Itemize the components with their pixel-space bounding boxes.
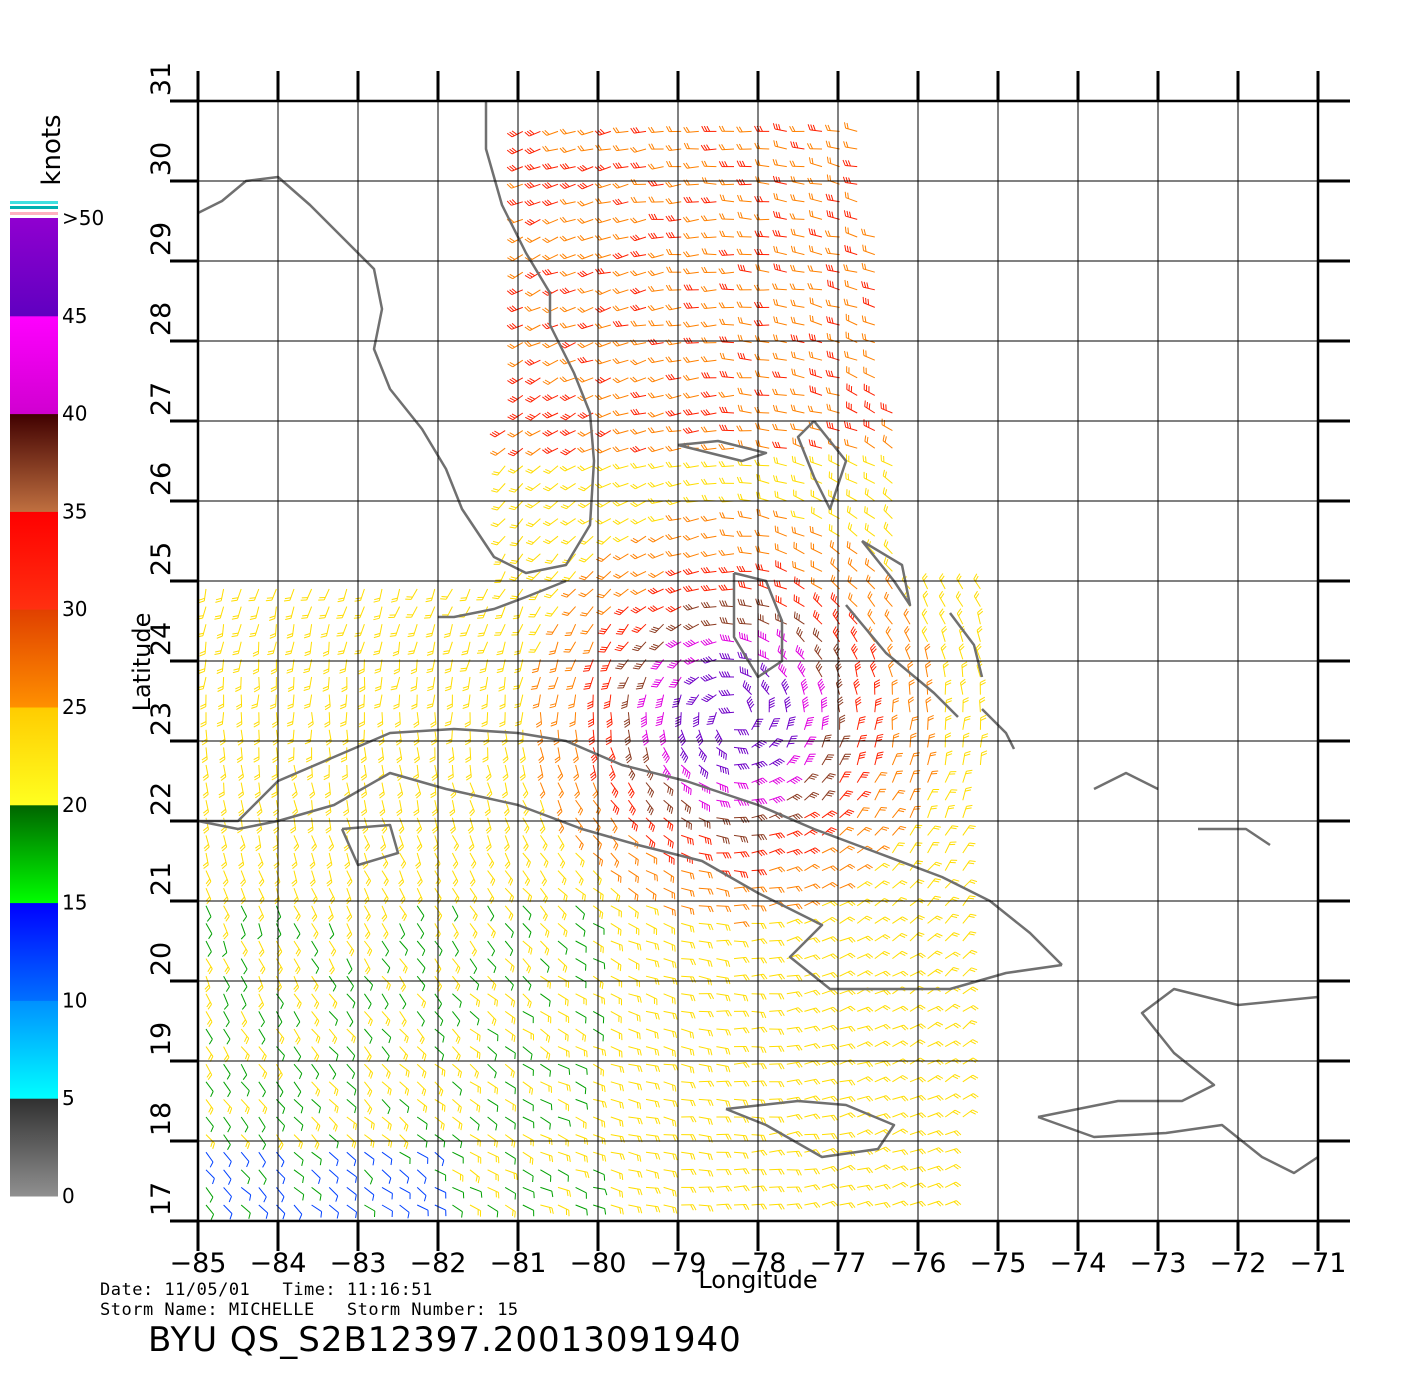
lat-tick-label: 24 xyxy=(146,622,177,656)
legend-tick-label: 5 xyxy=(62,1086,75,1110)
lon-tick-label: −73 xyxy=(1130,1248,1187,1279)
lon-tick-label: −80 xyxy=(570,1248,627,1279)
lon-tick-label: −76 xyxy=(890,1248,947,1279)
lon-tick-label: −77 xyxy=(810,1248,867,1279)
wind-barb-swath xyxy=(196,122,989,1221)
legend-swatch xyxy=(10,315,58,415)
lat-tick-label: 29 xyxy=(146,222,177,256)
legend-tick-label: 25 xyxy=(62,695,87,719)
legend-swatch xyxy=(10,609,58,708)
x-axis-label: Longitude xyxy=(698,1266,817,1294)
coastline-layer xyxy=(197,101,1319,1175)
y-axis-label: Latitude xyxy=(128,613,156,712)
legend-tick-label: 15 xyxy=(62,891,87,915)
wind-speed-legend: 0 5 10 15 20 25 30 35 40 45 >50 knots xyxy=(10,114,104,1208)
lat-tick-label: 28 xyxy=(146,302,177,336)
legend-tick-label: 35 xyxy=(62,499,87,523)
legend-tick-label: 30 xyxy=(62,597,87,621)
lat-tick-label: 31 xyxy=(146,62,177,96)
legend-tick-label: 10 xyxy=(62,988,87,1012)
lat-tick-label: 17 xyxy=(146,1182,177,1216)
legend-swatch xyxy=(10,511,58,610)
lat-tick-label: 27 xyxy=(146,382,177,416)
lon-tick-label: −74 xyxy=(1050,1248,1107,1279)
lat-tick-label: 21 xyxy=(146,862,177,896)
legend-tick-label: >50 xyxy=(62,206,104,230)
lon-tick-label: −81 xyxy=(490,1248,547,1279)
legend-tick-label: 20 xyxy=(62,793,87,817)
lat-lon-grid xyxy=(170,71,1350,1251)
lat-tick-label: 18 xyxy=(146,1102,177,1136)
lat-tick-label: 26 xyxy=(146,462,177,496)
legend-tick-label: 45 xyxy=(62,304,87,328)
lat-tick-label: 19 xyxy=(146,1022,177,1056)
storm-info-line: Storm Name: MICHELLE Storm Number: 15 xyxy=(100,1300,519,1320)
lon-tick-label: −85 xyxy=(170,1248,227,1279)
lon-tick-label: −78 xyxy=(730,1248,787,1279)
lon-tick-label: −83 xyxy=(330,1248,387,1279)
legend-swatch xyxy=(10,413,58,512)
legend-tick-label: 40 xyxy=(62,402,87,426)
lat-tick-label: 22 xyxy=(146,782,177,816)
legend-swatch xyxy=(10,902,58,1001)
lat-tick-label: 20 xyxy=(146,942,177,976)
date-time-line: Date: 11/05/01 Time: 11:16:51 xyxy=(100,1280,433,1300)
lon-tick-label: −72 xyxy=(1210,1248,1267,1279)
lon-tick-label: −75 xyxy=(970,1248,1027,1279)
axis-tick-labels: −85 −84 −83 −82 −81 −80 −79 −78 −77 −76 −75 −74 −73−… xyxy=(146,62,1346,1279)
lon-tick-label: −71 xyxy=(1290,1248,1347,1279)
product-id: BYU QS_S2B12397.20013091940 xyxy=(148,1320,742,1360)
lon-tick-label: −82 xyxy=(410,1248,467,1279)
lat-tick-label: 25 xyxy=(146,542,177,576)
legend-tick-label: 0 xyxy=(62,1184,75,1208)
legend-swatch xyxy=(10,804,58,904)
lat-tick-label: 30 xyxy=(146,142,177,176)
lat-tick-label: 23 xyxy=(146,702,177,736)
legend-unit-label: knots xyxy=(37,114,67,185)
legend-swatch xyxy=(10,1000,58,1099)
lon-tick-label: −84 xyxy=(250,1248,307,1279)
legend-swatch xyxy=(10,707,58,806)
legend-swatch xyxy=(10,1098,58,1197)
legend-swatch xyxy=(10,218,58,317)
lon-tick-label: −79 xyxy=(650,1248,707,1279)
